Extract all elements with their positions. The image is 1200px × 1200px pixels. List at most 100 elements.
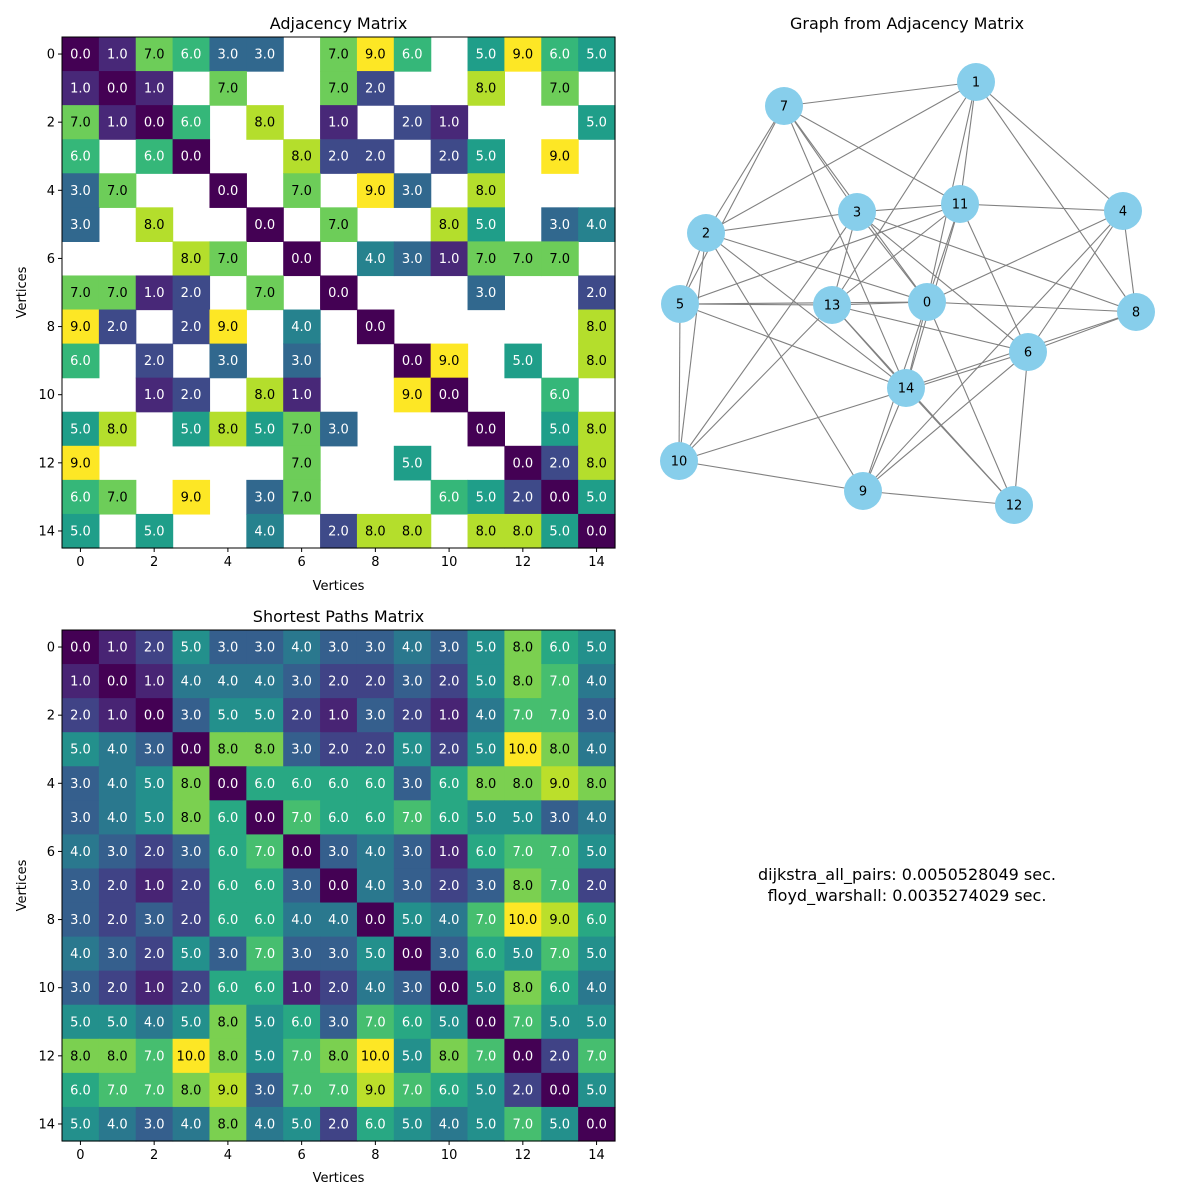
heatmap-cell	[98, 173, 137, 208]
heatmap-cell	[467, 241, 505, 277]
cell-value-label: 6.0	[218, 811, 239, 826]
heatmap-cell	[135, 698, 174, 733]
cell-value-label: 5.0	[254, 709, 275, 724]
cell-value-label: 9.0	[512, 48, 533, 63]
cell-value-label: 9.0	[549, 913, 570, 928]
heatmap-cell	[467, 207, 505, 242]
graph-node-label: 8	[1132, 306, 1140, 321]
cell-value-label: 3.0	[402, 252, 423, 267]
cell-value-label: 5.0	[107, 1015, 128, 1030]
cell-value-label: 3.0	[291, 947, 312, 962]
cell-value-label: 5.0	[181, 422, 202, 437]
cell-value-label: 0.0	[70, 48, 91, 63]
cell-value-label: 9.0	[365, 1083, 386, 1098]
cell-value-label: 2.0	[107, 981, 128, 996]
heatmap-cell	[504, 732, 542, 767]
heatmap-cell	[578, 309, 616, 345]
cell-value-label: 7.0	[291, 1049, 312, 1064]
heatmap-cell	[98, 970, 137, 1006]
graph-node	[765, 87, 803, 125]
cell-value-label: 3.0	[107, 947, 128, 962]
cell-value-label: 5.0	[586, 947, 607, 962]
heatmap-cell	[393, 834, 432, 870]
cell-value-label: 3.0	[291, 675, 312, 690]
cell-value-label: 8.0	[181, 1083, 202, 1098]
heatmap-cell	[320, 139, 358, 174]
heatmap-cell	[430, 1004, 469, 1040]
cell-value-label: 4.0	[181, 675, 202, 690]
heatmap-cell	[393, 173, 432, 208]
heatmap-cell	[62, 1072, 100, 1108]
heatmap-cell	[393, 241, 432, 277]
graph-node	[957, 63, 995, 101]
shortest-paths-frame	[61, 629, 616, 1142]
cell-value-label: 7.0	[107, 286, 128, 301]
heatmap-cell	[135, 970, 174, 1006]
heatmap-cell	[62, 664, 100, 699]
x-tick-label: 8	[371, 555, 379, 570]
cell-value-label: 6.0	[439, 811, 460, 826]
graph-edge	[926, 301, 1015, 506]
cell-value-label: 4.0	[107, 811, 128, 826]
cell-value-label: 3.0	[254, 641, 275, 656]
cell-value-label: 5.0	[402, 456, 423, 471]
heatmap-cell	[135, 1106, 174, 1142]
cell-value-label: 6.0	[70, 354, 91, 369]
heatmap-cell	[430, 970, 469, 1006]
cell-value-label: 7.0	[476, 252, 497, 267]
heatmap-cell	[172, 1072, 211, 1108]
heatmap-cell	[320, 766, 358, 801]
heatmap-cell	[283, 1004, 321, 1040]
heatmap-cell	[430, 241, 469, 277]
heatmap-cell	[578, 936, 616, 972]
heatmap-cell	[320, 1038, 358, 1074]
heatmap-cell	[430, 868, 469, 904]
cell-value-label: 1.0	[144, 981, 165, 996]
heatmap-cell	[135, 377, 174, 413]
cell-value-label: 5.0	[70, 1015, 91, 1030]
y-tick-label: 0	[47, 48, 55, 63]
x-tick-label: 14	[588, 1148, 605, 1163]
heatmap-cell	[172, 664, 211, 699]
heatmap-cell	[135, 207, 174, 242]
cell-value-label: 7.0	[402, 811, 423, 826]
heatmap-cell	[320, 698, 358, 733]
heatmap-cell	[135, 1004, 174, 1040]
heatmap-cell	[283, 698, 321, 733]
cell-value-label: 1.0	[144, 675, 165, 690]
heatmap-cell	[246, 1038, 284, 1074]
heatmap-cell	[98, 71, 137, 106]
heatmap-cell	[320, 664, 358, 699]
x-tick-label: 12	[515, 555, 532, 570]
heatmap-cell	[209, 766, 247, 801]
cell-value-label: 9.0	[549, 777, 570, 792]
heatmap-cell	[98, 800, 137, 835]
cell-value-label: 3.0	[549, 811, 570, 826]
heatmap-cell	[504, 936, 542, 972]
heatmap-cell	[541, 698, 579, 733]
cell-value-label: 4.0	[218, 675, 239, 690]
cell-value-label: 0.0	[144, 116, 165, 131]
cell-value-label: 3.0	[402, 845, 423, 860]
graph-edge	[862, 351, 1029, 492]
heatmap-cell	[172, 834, 211, 870]
cell-value-label: 1.0	[291, 981, 312, 996]
heatmap-cell	[541, 936, 579, 972]
heatmap-cell	[62, 698, 100, 733]
heatmap-cell	[246, 513, 284, 549]
cell-value-label: 7.0	[512, 252, 533, 267]
heatmap-cell	[467, 1038, 505, 1074]
cell-value-label: 2.0	[144, 845, 165, 860]
cell-value-label: 0.0	[439, 388, 460, 403]
cell-value-label: 7.0	[107, 1083, 128, 1098]
graph-node	[1009, 333, 1047, 371]
heatmap-cell	[467, 37, 505, 72]
cell-value-label: 5.0	[512, 811, 533, 826]
cell-value-label: 5.0	[254, 1049, 275, 1064]
cell-value-label: 5.0	[476, 150, 497, 165]
cell-value-label: 5.0	[512, 947, 533, 962]
heatmap-cell	[541, 241, 579, 277]
y-tick-label: 8	[47, 913, 55, 928]
heatmap-cell	[393, 1106, 432, 1142]
heatmap-cell	[172, 868, 211, 904]
